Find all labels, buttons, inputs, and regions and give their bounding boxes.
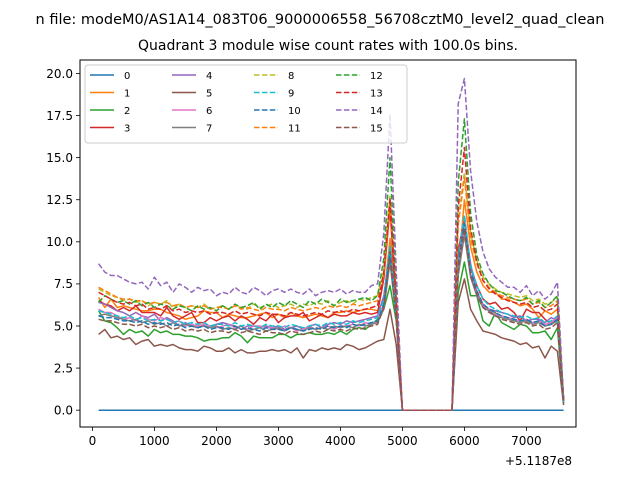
legend-label: 9 <box>288 89 294 100</box>
y-tick-label: 17.5 <box>46 109 73 123</box>
x-tick-label: 3000 <box>263 434 294 448</box>
series-line-14 <box>97 77 565 411</box>
series-line-9 <box>98 214 565 411</box>
y-tick-label: 7.5 <box>54 277 73 291</box>
legend-label: 6 <box>206 106 212 117</box>
legend-label: 15 <box>370 124 383 135</box>
series-layer <box>97 77 565 411</box>
series-line-2 <box>97 261 565 411</box>
figure-suptitle: n file: modeM0/AS1A14_083T06_9000006558_… <box>36 12 605 28</box>
series-line-13 <box>98 146 565 411</box>
y-tick-label: 20.0 <box>46 67 73 81</box>
axis-ticks: 0 1000 2000 3000 4000 5000 6000 7000 0.0 2.5 5.0 7.… <box>46 67 541 448</box>
legend-label: 7 <box>206 124 212 135</box>
y-tick-label: 10.0 <box>46 235 73 249</box>
plot-frame <box>79 59 577 428</box>
legend-label: 1 <box>124 89 130 100</box>
y-tick-label: 12.5 <box>46 193 73 207</box>
x-tick-label: 1000 <box>139 434 170 448</box>
legend-label: 5 <box>206 89 212 100</box>
series-line-10 <box>98 222 565 411</box>
series-line-11 <box>98 177 565 411</box>
legend-label: 13 <box>370 89 383 100</box>
legend-label: 11 <box>288 124 301 135</box>
y-tick-label: 2.5 <box>54 361 73 375</box>
legend-label: 3 <box>124 124 130 135</box>
legend-label: 10 <box>288 106 301 117</box>
legend-label: 12 <box>370 71 383 82</box>
legend-label: 8 <box>288 71 294 82</box>
legend-label: 2 <box>124 106 130 117</box>
y-tick-label: 15.0 <box>46 151 73 165</box>
y-tick-label: 5.0 <box>54 319 73 333</box>
y-tick-label: 0.0 <box>54 403 73 417</box>
legend-label: 4 <box>206 71 212 82</box>
series-line-8 <box>98 172 565 411</box>
x-tick-label: 2000 <box>201 434 232 448</box>
x-tick-label: 5000 <box>387 434 418 448</box>
x-tick-label: 7000 <box>511 434 542 448</box>
x-tick-label: 0 <box>89 434 97 448</box>
legend-label: 14 <box>370 106 383 117</box>
legend-label: 0 <box>124 71 130 82</box>
x-offset-label: +5.1187e8 <box>505 454 572 468</box>
x-tick-label: 6000 <box>449 434 480 448</box>
series-line-15 <box>98 227 565 411</box>
legend-box <box>84 64 408 144</box>
series-line-12 <box>98 118 565 411</box>
x-tick-label: 4000 <box>325 434 356 448</box>
chart-title: Quadrant 3 module wise count rates with … <box>138 38 518 54</box>
series-line-5 <box>98 278 565 411</box>
